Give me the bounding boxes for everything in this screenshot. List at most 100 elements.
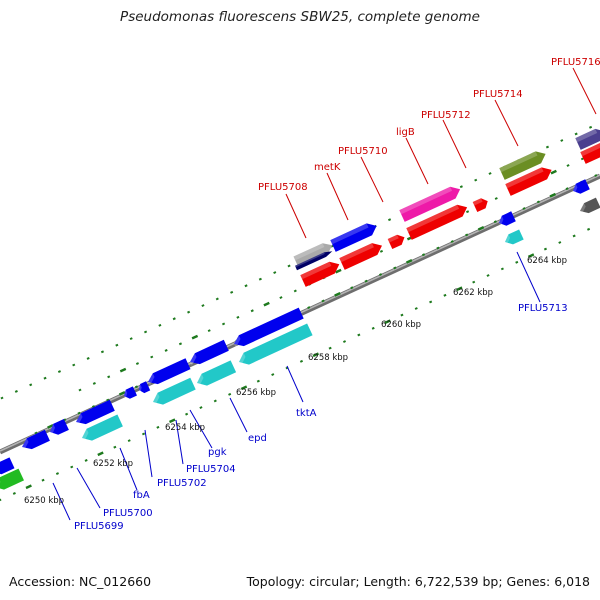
- tick-mark: [230, 290, 234, 294]
- tick-mark: [488, 172, 492, 175]
- tick-mark: [293, 289, 297, 293]
- gene-label[interactable]: PFLU5708: [258, 182, 308, 193]
- tick-mark: [335, 268, 342, 274]
- gene-label[interactable]: fbA: [133, 490, 150, 501]
- cds-arrow: [300, 261, 340, 287]
- tick-mark: [129, 337, 133, 341]
- gene-arrow: [499, 211, 516, 226]
- tick-mark: [207, 329, 211, 333]
- tick-mark: [527, 253, 535, 258]
- tick-mark: [29, 383, 33, 387]
- tick-mark: [364, 279, 368, 283]
- gene-arrow-shade: [399, 186, 453, 215]
- gene-label[interactable]: PFLU5712: [421, 110, 471, 121]
- gene-label[interactable]: PFLU5714: [473, 89, 523, 100]
- tick-mark: [263, 301, 270, 307]
- tick-mark: [113, 445, 117, 449]
- tick-mark: [566, 164, 570, 167]
- tick-mark: [560, 139, 564, 142]
- tick-mark: [100, 350, 104, 354]
- tick-mark: [134, 385, 138, 389]
- tick-mark: [150, 355, 154, 359]
- gene-arrow-shade: [234, 335, 241, 348]
- tick-label: 6256 kbp: [236, 388, 276, 398]
- cds-arrow-shade: [153, 392, 160, 407]
- gene-arrow-shade: [50, 423, 55, 436]
- gene-label[interactable]: PFLU5716: [551, 57, 600, 68]
- cds-arrow-shade: [505, 234, 510, 246]
- tick-mark: [215, 297, 219, 301]
- gene-arrow-shade: [573, 183, 578, 195]
- tick-mark: [143, 330, 148, 334]
- tick-mark: [77, 411, 81, 415]
- gene-label[interactable]: ligB: [396, 127, 415, 138]
- cds-arrow: [339, 243, 382, 270]
- tick-mark: [256, 379, 260, 383]
- tick-mark: [141, 432, 146, 436]
- cds-arrow: [580, 197, 600, 214]
- tick-mark: [414, 307, 418, 310]
- tick-mark: [477, 226, 485, 231]
- gene-label[interactable]: PFLU5702: [157, 478, 207, 489]
- gene-arrow: [499, 151, 546, 180]
- genome-summary-text: Topology: circular; Length: 6,722,539 bp…: [246, 574, 590, 589]
- cds-arrow-shade: [580, 143, 600, 157]
- tick-mark: [0, 498, 2, 502]
- label-leader-lines: [52, 67, 597, 521]
- gene-label[interactable]: metK: [314, 162, 341, 173]
- tick-mark: [41, 478, 45, 482]
- gene-label[interactable]: epd: [248, 433, 267, 444]
- tick-mark: [250, 309, 254, 313]
- tick-mark: [342, 340, 347, 343]
- gene-arrow: [50, 419, 69, 435]
- gene-label[interactable]: PFLU5699: [74, 521, 124, 532]
- tick-mark: [47, 424, 54, 429]
- gene-label[interactable]: tktA: [296, 408, 317, 419]
- tick-label: 6254 kbp: [165, 423, 205, 433]
- tick-mark: [199, 406, 203, 410]
- tick-mark: [78, 388, 82, 392]
- tick-mark: [465, 233, 469, 237]
- cds-arrow-shade: [300, 261, 332, 280]
- cds-arrow-shade: [580, 203, 586, 215]
- tick-mark: [279, 296, 283, 300]
- tick-mark: [393, 266, 397, 270]
- gene-label[interactable]: PFLU5710: [338, 146, 388, 157]
- tick-mark: [55, 472, 59, 476]
- tick-mark: [169, 418, 176, 424]
- cds-arrow: [0, 468, 24, 490]
- cds-arrow: [580, 143, 600, 164]
- tick-mark: [594, 174, 598, 177]
- gene-label[interactable]: PFLU5713: [518, 303, 568, 314]
- tick-mark: [273, 271, 277, 275]
- gene-label[interactable]: PFLU5700: [103, 508, 153, 519]
- gene-arrow: [575, 128, 600, 150]
- tick-mark: [384, 319, 391, 325]
- cds-arrow-shade: [0, 480, 1, 483]
- cds-arrow-shade: [339, 243, 374, 263]
- gene-label[interactable]: PFLU5704: [186, 464, 236, 475]
- tick-mark: [379, 249, 384, 253]
- tick-mark: [466, 210, 470, 214]
- tick-mark: [201, 304, 205, 308]
- gene-arrow-shade: [499, 151, 538, 173]
- tick-mark: [271, 373, 275, 377]
- tick-mark: [580, 157, 584, 161]
- tick-mark: [565, 187, 569, 191]
- cds-arrow-shade: [406, 204, 460, 233]
- gene-arrow: [148, 358, 191, 385]
- cds-arrow-shade: [505, 167, 544, 189]
- tick-mark: [312, 352, 320, 358]
- gene-arrow-shade: [190, 353, 197, 366]
- tick-mark: [572, 234, 576, 238]
- tick-mark: [493, 220, 497, 224]
- tick-mark: [57, 370, 61, 374]
- tick-mark: [357, 333, 361, 337]
- tick-mark: [258, 277, 262, 281]
- tick-mark: [522, 207, 526, 210]
- tick-mark: [558, 241, 562, 244]
- gene-label[interactable]: pgk: [208, 447, 227, 458]
- tick-mark: [127, 439, 131, 443]
- tick-mark: [0, 396, 4, 400]
- reverse-gene-labels: PFLU5699 PFLU5700 fbA PFLU5702 PFLU5704 …: [74, 303, 568, 532]
